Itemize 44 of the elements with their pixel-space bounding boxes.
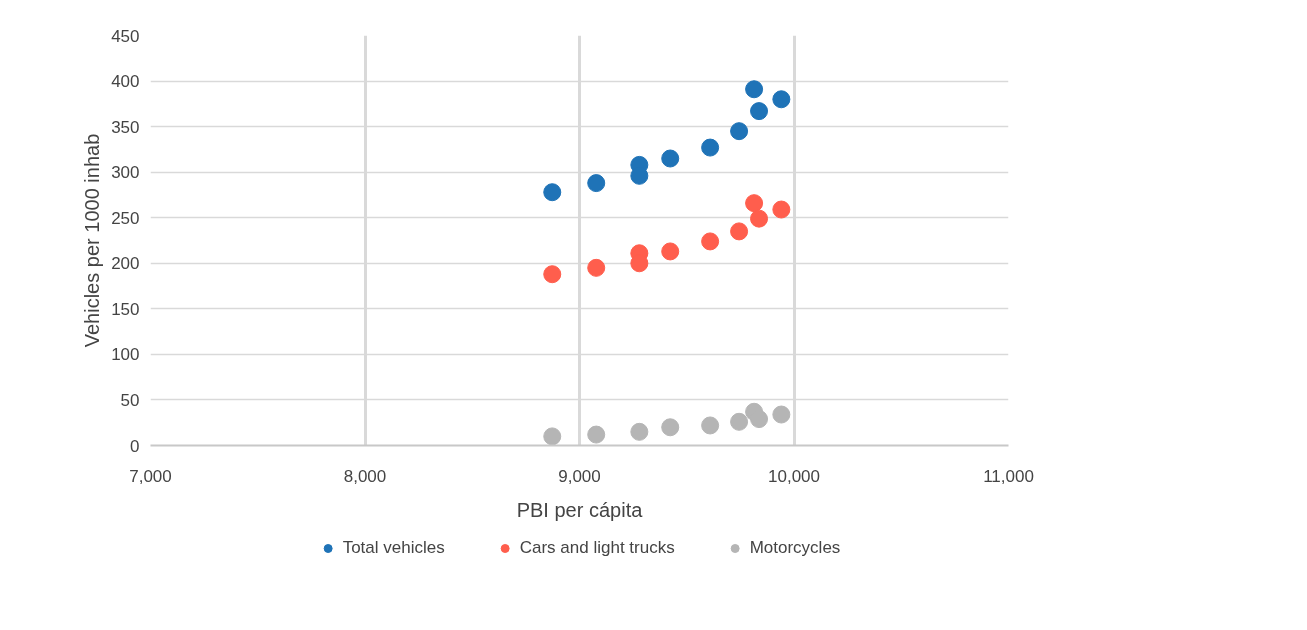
point	[745, 194, 764, 213]
point	[772, 90, 791, 109]
point	[730, 222, 749, 241]
legend-label: Cars and light trucks	[519, 538, 675, 558]
point	[661, 418, 680, 437]
point	[772, 405, 791, 424]
legend-label: Total vehicles	[342, 538, 445, 558]
y-tick-label: 50	[120, 390, 140, 410]
point	[701, 138, 720, 157]
y-tick-label: 250	[111, 208, 140, 228]
point	[587, 258, 606, 277]
x-tick-label: 10,000	[768, 466, 820, 486]
point	[701, 232, 720, 251]
point	[661, 242, 680, 261]
y-axis-title: Vehicles per 1000 inhab	[81, 133, 104, 348]
y-tick-label: 200	[111, 254, 140, 274]
point	[587, 425, 606, 444]
point	[745, 80, 764, 99]
y-tick-label: 400	[111, 72, 140, 92]
point	[772, 200, 791, 219]
y-tick-label: 350	[111, 117, 140, 137]
y-tick-label: 300	[111, 163, 140, 183]
point	[630, 422, 649, 441]
point	[730, 122, 749, 141]
y-tick-label: 450	[111, 26, 140, 46]
point	[701, 416, 720, 435]
point	[750, 410, 769, 429]
point	[587, 174, 606, 193]
y-tick-label: 0	[130, 436, 140, 456]
point	[543, 265, 562, 284]
point	[750, 102, 769, 121]
point	[730, 412, 749, 431]
y-tick-label: 100	[111, 345, 140, 365]
point	[543, 427, 562, 446]
y-tick-label: 150	[111, 299, 140, 319]
legend-label: Motorcycles	[749, 538, 841, 558]
point	[661, 149, 680, 168]
x-tick-label: 11,000	[983, 466, 1034, 486]
point	[750, 209, 769, 228]
x-tick-label: 8,000	[343, 466, 387, 486]
x-tick-label: 9,000	[558, 466, 601, 486]
x-axis-title: PBI per cápita	[516, 498, 644, 521]
x-tick-label: 7,000	[129, 466, 172, 486]
point	[543, 183, 562, 202]
